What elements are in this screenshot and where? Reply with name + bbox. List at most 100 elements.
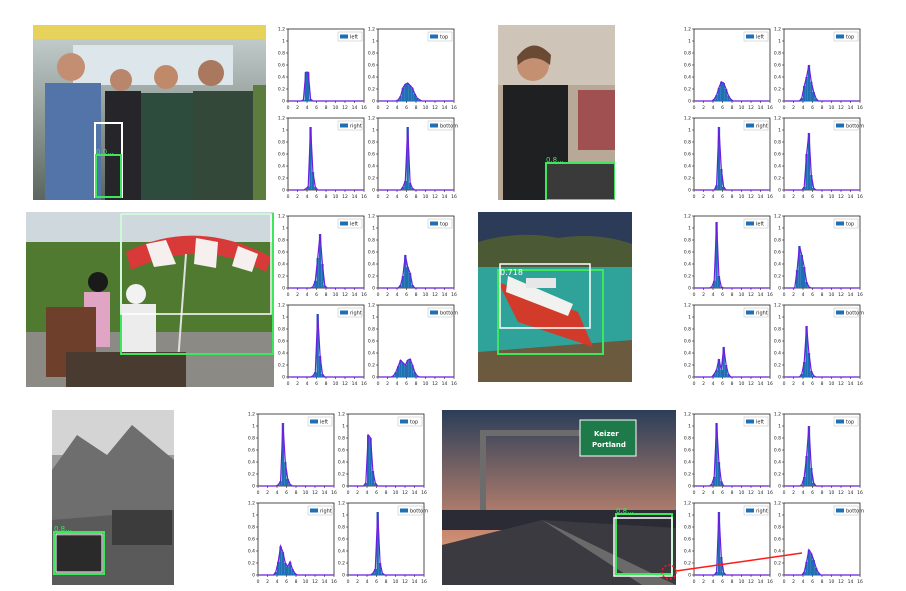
x-tick-label: 4: [396, 105, 399, 111]
legend-label: top: [440, 35, 448, 41]
y-tick-label: 0.4: [774, 460, 781, 466]
legend-swatch: [746, 419, 754, 424]
histogram-bar: [724, 365, 728, 377]
y-tick-label: 1.2: [278, 214, 285, 220]
histogram-bar: [710, 484, 713, 486]
y-tick-label: 1: [342, 424, 345, 430]
y-tick-label: 0.8: [368, 327, 375, 333]
histogram-bar: [316, 258, 319, 288]
legend-box: [337, 120, 363, 131]
x-tick-label: 10: [739, 490, 745, 496]
x-tick-label: 2: [792, 292, 795, 298]
x-tick-label: 2: [792, 194, 795, 200]
legend-swatch: [430, 123, 438, 128]
x-tick-label: 4: [396, 292, 399, 298]
y-tick-label: 0: [372, 99, 375, 105]
y-tick-label: 0.4: [684, 164, 691, 170]
legend-label: bottom: [846, 124, 864, 130]
legend-box: [337, 218, 363, 229]
x-tick-label: 0: [783, 292, 786, 298]
x-tick-label: 10: [393, 490, 399, 496]
x-tick-label: 16: [857, 381, 863, 387]
y-tick-label: 0.6: [684, 152, 691, 158]
histogram-bar: [805, 77, 808, 101]
x-tick-label: 2: [702, 194, 705, 200]
x-tick-label: 12: [838, 490, 844, 496]
histogram-bar: [805, 326, 808, 377]
y-tick-label: 0.2: [278, 87, 285, 93]
x-tick-label: 12: [402, 490, 408, 496]
x-tick-label: 6: [315, 381, 318, 387]
x-tick-label: 4: [306, 292, 309, 298]
density-curve: [289, 233, 363, 289]
x-tick-label: 4: [306, 381, 309, 387]
legend-label: right: [320, 509, 332, 515]
y-tick-label: 1: [342, 513, 345, 519]
histogram-bar: [364, 483, 367, 486]
x-tick-label: 14: [442, 105, 448, 111]
y-tick-label: 0.4: [684, 460, 691, 466]
y-tick-label: 0: [778, 573, 781, 579]
y-tick-label: 0.4: [278, 262, 285, 268]
y-tick-label: 1.2: [368, 116, 375, 122]
x-tick-label: 2: [296, 194, 299, 200]
y-tick-label: 0.8: [684, 436, 691, 442]
histogram-bar: [404, 255, 407, 288]
x-tick-label: 2: [702, 105, 705, 111]
x-tick-label: 12: [838, 381, 844, 387]
legend-swatch: [836, 34, 844, 39]
x-tick-label: 12: [838, 105, 844, 111]
histogram-bar: [369, 438, 372, 486]
photo-man-laptop: 0.8...: [498, 25, 615, 200]
x-tick-label: 4: [276, 579, 279, 585]
x-tick-label: 10: [739, 105, 745, 111]
histogram-bar: [314, 372, 317, 377]
x-tick-label: 0: [783, 490, 786, 496]
histogram-bar: [314, 280, 317, 288]
x-tick-label: 4: [712, 194, 715, 200]
histogram-group-bus-bottom: 0 2 4 6 8 10 12 14 16 0 0.2 0.4 0.6 0.8 1 1.2 bottom: [360, 114, 458, 201]
x-tick-label: 12: [838, 292, 844, 298]
x-tick-label: 6: [811, 105, 814, 111]
x-tick-label: 2: [386, 105, 389, 111]
x-tick-label: 8: [821, 381, 824, 387]
x-tick-label: 10: [739, 381, 745, 387]
y-tick-label: 1: [282, 315, 285, 321]
histogram-bar: [411, 87, 414, 101]
histogram-bar: [800, 374, 803, 377]
histogram-bar: [371, 573, 375, 575]
legend-swatch: [400, 419, 408, 424]
legend-box: [397, 505, 423, 516]
y-tick-label: 1.2: [774, 214, 781, 220]
y-tick-label: 1.2: [774, 27, 781, 33]
x-tick-label: 16: [451, 381, 457, 387]
legend-label: top: [846, 35, 854, 41]
histogram-bar: [321, 264, 324, 288]
y-tick-label: 0.8: [368, 51, 375, 57]
y-tick-label: 0.6: [774, 63, 781, 69]
x-tick-label: 10: [739, 579, 745, 585]
x-tick-label: 8: [295, 579, 298, 585]
x-tick-label: 6: [811, 579, 814, 585]
histogram-group-highway-left: 0 2 4 6 8 10 12 14 16 0 0.2 0.4 0.6 0.8 1 1.2 left: [676, 410, 774, 497]
histogram-bar: [727, 95, 730, 101]
legend-box: [833, 31, 859, 42]
x-tick-label: 14: [758, 105, 764, 111]
y-tick-label: 0.4: [338, 460, 345, 466]
histogram-group-man-right: 0 2 4 6 8 10 12 14 16 0 0.2 0.4 0.6 0.8 1 1.2 right: [676, 114, 774, 201]
legend-label: left: [756, 420, 764, 426]
x-tick-label: 4: [802, 381, 805, 387]
x-tick-label: 16: [767, 105, 773, 111]
x-tick-label: 14: [758, 579, 764, 585]
x-tick-label: 6: [721, 105, 724, 111]
x-tick-label: 2: [386, 381, 389, 387]
x-tick-label: 10: [333, 194, 339, 200]
histogram-bar: [812, 560, 815, 575]
histogram-bar: [406, 360, 409, 377]
